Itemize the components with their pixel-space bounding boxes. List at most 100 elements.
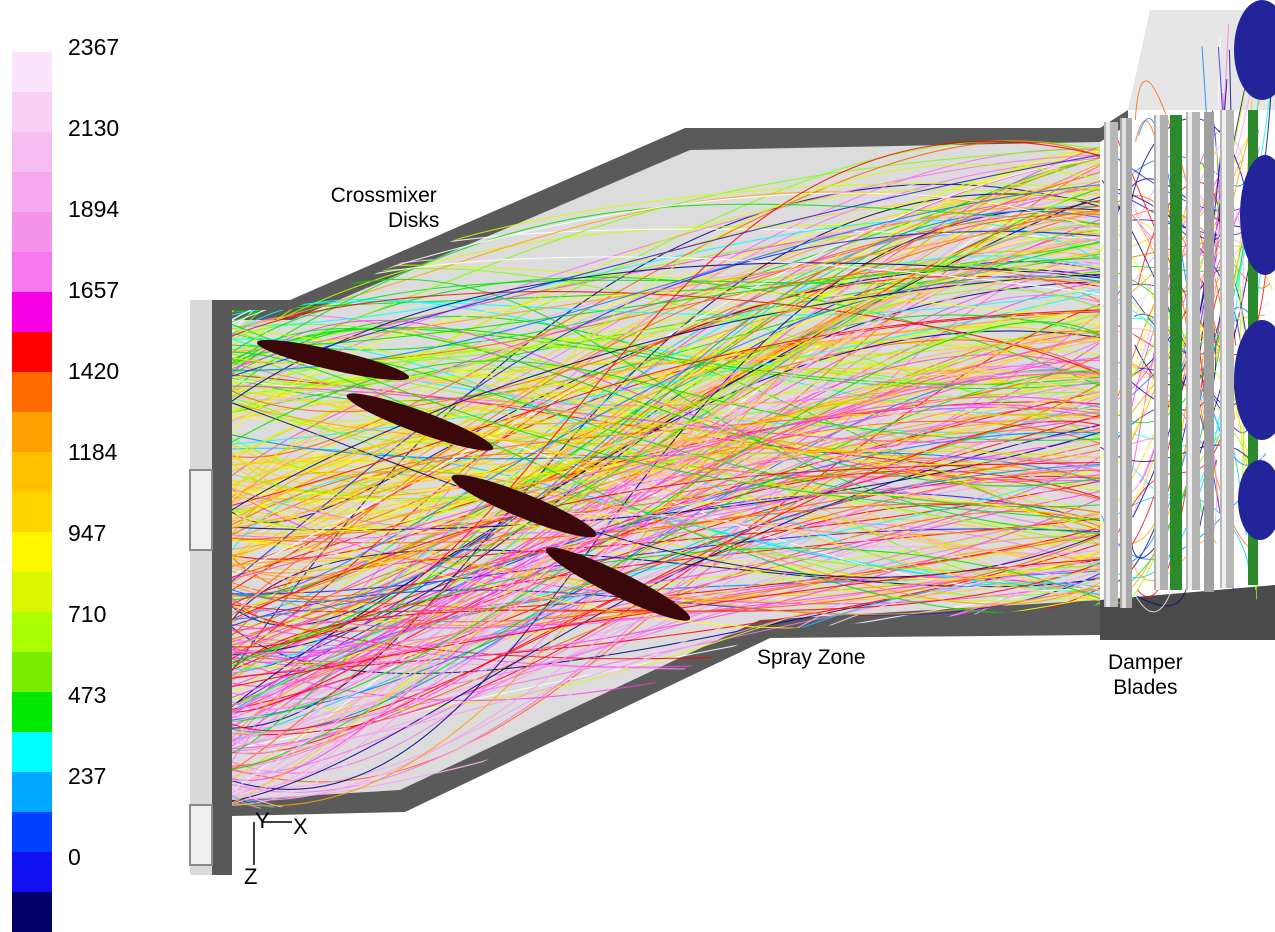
legend-swatch — [12, 812, 52, 852]
legend-swatch — [12, 572, 52, 612]
streamline — [232, 279, 1100, 745]
streamline — [232, 328, 1100, 487]
legend-swatch — [12, 892, 52, 932]
inlet-frame — [212, 300, 232, 875]
streamline — [232, 441, 1100, 577]
streamline — [232, 207, 1100, 556]
streamline — [232, 454, 1100, 631]
streamline — [232, 338, 1100, 406]
streamline — [232, 230, 1100, 582]
crossmixer-label-line-2: Disks — [388, 209, 440, 232]
legend-swatch — [12, 212, 52, 252]
streamline — [232, 512, 1100, 615]
streamline — [232, 555, 1100, 750]
streamline — [232, 533, 1100, 613]
legend-tick-label: 473 — [68, 682, 107, 708]
streamline — [232, 281, 1100, 727]
streamline — [232, 140, 1100, 648]
streamline — [232, 181, 1100, 513]
streamline — [232, 422, 1100, 602]
streamline — [232, 465, 1100, 647]
streamline — [232, 391, 1100, 739]
streamline — [232, 568, 1100, 629]
streamline — [232, 238, 1100, 794]
damper-label-line-2: Blades — [1113, 676, 1178, 699]
streamline — [232, 456, 1100, 707]
streamline — [232, 288, 1100, 316]
streamline — [232, 319, 1100, 481]
streamline — [232, 420, 1100, 732]
streamline — [232, 420, 1100, 769]
streamline — [232, 360, 1100, 443]
streamline — [232, 298, 1100, 417]
axis-x-label: X — [293, 814, 308, 839]
plenum-blue-objects — [1234, 0, 1275, 540]
streamline — [232, 273, 1100, 511]
legend-swatch — [12, 372, 52, 412]
streamline — [232, 431, 1100, 620]
streamline — [232, 291, 1100, 430]
legend-swatch — [12, 772, 52, 812]
crossmixer-disk-2 — [346, 393, 494, 451]
streamline — [232, 224, 1100, 707]
crossmixer-disk-3 — [451, 474, 597, 538]
streamline — [232, 351, 1100, 614]
duct-bottom-edge — [232, 600, 1100, 816]
streamline — [232, 461, 1100, 713]
damper-blades — [1104, 110, 1258, 608]
legend-swatch — [12, 332, 52, 372]
streamline — [232, 558, 1100, 688]
legend-swatch — [12, 492, 52, 532]
streamline — [232, 325, 1100, 461]
streamline — [232, 341, 1100, 723]
streamline — [232, 420, 1100, 615]
streamline — [232, 373, 1100, 521]
legend-tick-label: 947 — [68, 520, 107, 546]
streamline — [232, 402, 1100, 578]
crossmixer-disk-1 — [256, 339, 410, 381]
legend-tick-label: 2367 — [68, 34, 120, 60]
streamline — [232, 321, 1100, 723]
streamline — [232, 146, 1100, 367]
legend-tick-label: 237 — [68, 763, 107, 789]
streamline — [232, 447, 1100, 741]
legend-swatch — [12, 612, 52, 652]
streamline — [232, 461, 1100, 620]
legend-swatch — [12, 252, 52, 292]
crossmixer-label-line-1: Crossmixer — [330, 184, 437, 207]
streamline — [232, 294, 1100, 774]
streamline — [232, 372, 1100, 654]
streamline — [232, 457, 1100, 755]
streamline — [232, 538, 1100, 597]
streamline — [232, 406, 1100, 743]
axis-z-label: Z — [244, 864, 257, 885]
streamline — [232, 272, 1100, 717]
right-plenum-floor — [1100, 585, 1275, 640]
streamline — [232, 153, 1100, 377]
streamline — [232, 191, 1100, 791]
streamline — [232, 371, 1100, 520]
color-legend: 2367 2130 1894 1657 1420 1184 947 710 473 237 0 — [0, 0, 190, 932]
streamline — [232, 189, 1100, 578]
streamline — [232, 328, 1100, 465]
streamline — [232, 314, 1100, 754]
axis-y-label: Y — [255, 808, 270, 833]
legend-swatch — [12, 732, 52, 772]
streamline — [232, 442, 1100, 544]
coordinate-axes: X Y Z — [244, 808, 308, 885]
streamline — [232, 311, 1100, 591]
streamline — [232, 472, 1100, 635]
crossmixer-disks-label: Crossmixer Disks — [328, 183, 440, 233]
legend-swatch — [12, 172, 52, 212]
inlet-panel-1 — [189, 469, 213, 551]
streamline — [232, 460, 1100, 520]
legend-swatch — [12, 532, 52, 572]
damper-label-line-1: Damper — [1108, 651, 1183, 674]
legend-tick-label: 1894 — [68, 196, 120, 222]
streamline — [232, 263, 1100, 387]
streamline — [232, 236, 1100, 529]
streamline — [232, 413, 1100, 465]
streamline — [232, 275, 1100, 596]
streamline — [232, 323, 1100, 468]
streamline — [232, 547, 1100, 667]
